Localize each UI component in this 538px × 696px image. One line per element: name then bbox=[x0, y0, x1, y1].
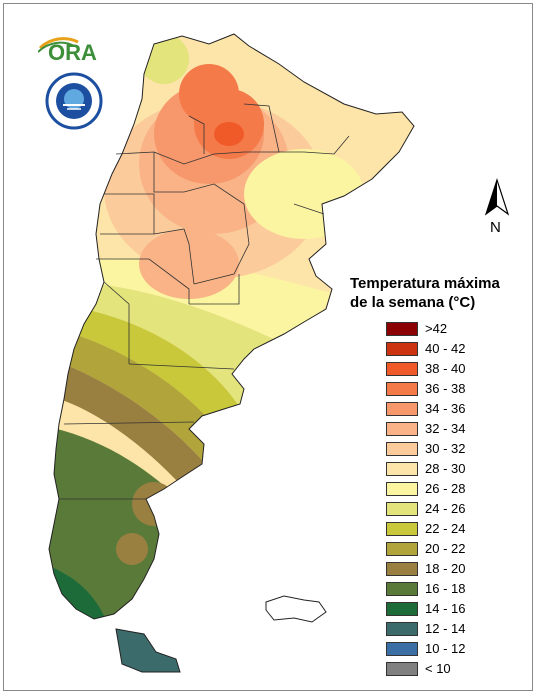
legend-item: 12 - 14 bbox=[384, 620, 514, 640]
legend-item: 34 - 36 bbox=[384, 400, 514, 420]
legend-swatch bbox=[386, 662, 418, 676]
legend-item: 20 - 22 bbox=[384, 540, 514, 560]
legend-item: 16 - 18 bbox=[384, 580, 514, 600]
legend-title-line1: Temperatura máxima bbox=[350, 275, 500, 292]
legend-swatch bbox=[386, 342, 418, 356]
legend-list: >42 40 - 42 38 - 40 36 - 38 34 - 36 32 - 34 30… bbox=[384, 320, 514, 680]
legend-title-line2: de la semana (°C) bbox=[350, 294, 476, 311]
legend-item: 36 - 38 bbox=[384, 380, 514, 400]
legend-item: 10 - 12 bbox=[384, 640, 514, 660]
legend-swatch bbox=[386, 602, 418, 616]
legend-label: 38 - 40 bbox=[425, 361, 466, 376]
legend-swatch bbox=[386, 522, 418, 536]
legend-item: 14 - 16 bbox=[384, 600, 514, 620]
legend-swatch bbox=[386, 462, 418, 476]
legend-swatch bbox=[386, 582, 418, 596]
ora-logo: ORA bbox=[38, 37, 97, 65]
legend-swatch bbox=[386, 362, 418, 376]
legend-swatch bbox=[386, 482, 418, 496]
legend-item: 28 - 30 bbox=[384, 460, 514, 480]
legend-item: 18 - 20 bbox=[384, 560, 514, 580]
legend-label: 32 - 34 bbox=[425, 421, 466, 436]
legend-label: 34 - 36 bbox=[425, 401, 466, 416]
north-arrow-icon: N bbox=[484, 178, 510, 236]
legend-label: 18 - 20 bbox=[425, 561, 466, 576]
legend-label: 16 - 18 bbox=[425, 581, 466, 596]
legend-swatch bbox=[386, 402, 418, 416]
argentina-temperature-map bbox=[48, 33, 415, 673]
legend-item: 26 - 28 bbox=[384, 480, 514, 500]
legend-swatch bbox=[386, 542, 418, 556]
legend-swatch bbox=[386, 422, 418, 436]
legend-item: < 10 bbox=[384, 660, 514, 680]
svg-text:N: N bbox=[490, 219, 501, 236]
legend-item: 40 - 42 bbox=[384, 340, 514, 360]
map-frame: ORA N Temperatura máxima de la semana (°… bbox=[3, 3, 533, 691]
legend-swatch bbox=[386, 322, 418, 336]
legend-label: >42 bbox=[425, 321, 448, 336]
legend-label: 10 - 12 bbox=[425, 641, 466, 656]
legend-label: 28 - 30 bbox=[425, 461, 466, 476]
legend-label: < 10 bbox=[425, 661, 451, 676]
legend-label: 12 - 14 bbox=[425, 621, 466, 636]
legend-swatch bbox=[386, 642, 418, 656]
legend-label: 14 - 16 bbox=[425, 601, 466, 616]
legend-swatch bbox=[386, 622, 418, 636]
legend-swatch bbox=[386, 502, 418, 516]
legend-title: Temperatura máxima de la semana (°C) bbox=[350, 274, 530, 312]
legend-swatch bbox=[386, 382, 418, 396]
legend-label: 30 - 32 bbox=[425, 441, 466, 456]
legend-label: 26 - 28 bbox=[425, 481, 466, 496]
legend-label: 22 - 24 bbox=[425, 521, 466, 536]
legend-label: 24 - 26 bbox=[425, 501, 466, 516]
legend-item: 32 - 34 bbox=[384, 420, 514, 440]
legend-item: >42 bbox=[384, 320, 514, 340]
smn-seal-logo bbox=[45, 72, 103, 130]
legend-label: 36 - 38 bbox=[425, 381, 466, 396]
legend-swatch bbox=[386, 562, 418, 576]
legend-label: 40 - 42 bbox=[425, 341, 466, 356]
legend-label: 20 - 22 bbox=[425, 541, 466, 556]
legend-item: 22 - 24 bbox=[384, 520, 514, 540]
svg-text:ORA: ORA bbox=[48, 40, 97, 65]
tierra-del-fuego bbox=[115, 628, 181, 673]
legend-item: 30 - 32 bbox=[384, 440, 514, 460]
legend-swatch bbox=[386, 442, 418, 456]
legend-item: 24 - 26 bbox=[384, 500, 514, 520]
malvinas-islands bbox=[265, 595, 327, 623]
legend-item: 38 - 40 bbox=[384, 360, 514, 380]
